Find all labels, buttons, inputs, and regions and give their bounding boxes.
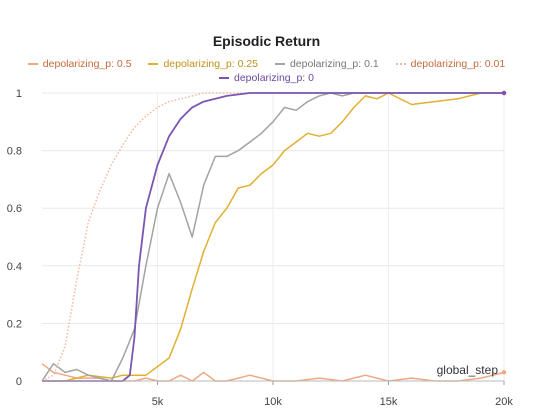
legend-swatch xyxy=(274,63,285,65)
legend-label: depolarizing_p: 0.25 xyxy=(163,58,259,70)
legend-label: depolarizing_p: 0.5 xyxy=(42,58,132,70)
legend-swatch xyxy=(219,77,229,79)
x-tick-label: 20k xyxy=(495,396,513,408)
legend-item-depolarizing-0-1[interactable]: depolarizing_p: 0.1 xyxy=(274,58,379,70)
y-tick-label: 0.2 xyxy=(7,318,22,330)
legend-label: depolarizing_p: 0.1 xyxy=(289,58,379,70)
legend-label: depolarizing_p: 0 xyxy=(234,72,314,84)
grid-layer xyxy=(42,92,505,382)
legend-item-depolarizing-0-25[interactable]: depolarizing_p: 0.25 xyxy=(148,58,258,70)
x-tick-label: 10k xyxy=(264,396,282,408)
y-tick-label: 0 xyxy=(16,376,22,388)
x-axis-title: global_step xyxy=(437,363,499,377)
legend-label: depolarizing_p: 0.01 xyxy=(410,58,506,70)
series-layer xyxy=(41,90,507,382)
chart-legend-row-2[interactable]: depolarizing_p: 0 xyxy=(0,70,533,84)
x-tick-label: 15k xyxy=(380,396,398,408)
legend-swatch xyxy=(395,63,406,65)
chart-legend[interactable]: depolarizing_p: 0.5 depolarizing_p: 0.25… xyxy=(0,56,533,70)
y-tick-label: 0.4 xyxy=(7,261,22,273)
x-tick-label: 5k xyxy=(152,396,164,408)
legend-swatch xyxy=(148,63,159,65)
legend-item-depolarizing-0-5[interactable]: depolarizing_p: 0.5 xyxy=(27,58,132,70)
series-end-point-0 xyxy=(501,370,507,375)
y-tick-label: 0.8 xyxy=(7,146,22,158)
chart-title: Episodic Return xyxy=(212,33,321,49)
series-end-point-4 xyxy=(501,90,507,96)
legend-swatch xyxy=(27,63,38,65)
legend-item-depolarizing-0[interactable]: depolarizing_p: 0 xyxy=(219,72,314,84)
legend-item-depolarizing-0-01[interactable]: depolarizing_p: 0.01 xyxy=(395,58,506,70)
y-tick-label: 0.6 xyxy=(7,203,22,215)
series-line-0 xyxy=(41,363,505,382)
series-line-1 xyxy=(42,92,504,382)
y-tick-label: 1 xyxy=(16,88,22,100)
